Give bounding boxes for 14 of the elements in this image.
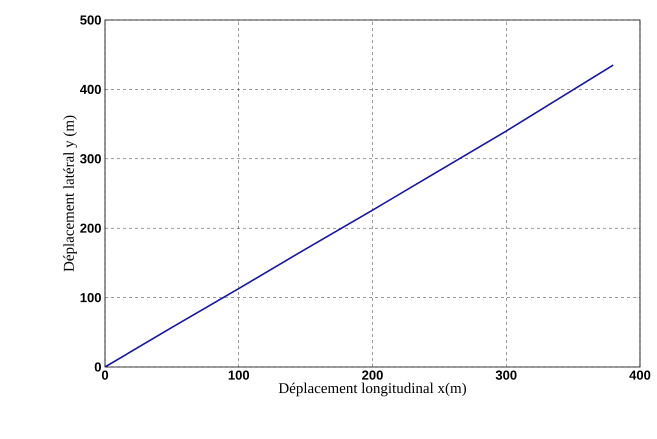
y-tick-label: 400	[80, 84, 101, 94]
y-tick-label: 300	[80, 154, 101, 164]
x-axis-title: Déplacement longitudinal x(m)	[278, 382, 466, 396]
y-tick-label: 500	[80, 15, 101, 25]
y-tick-label: 0	[94, 362, 101, 372]
x-tick-label: 400	[629, 370, 650, 380]
x-tick-label: 0	[102, 370, 108, 380]
x-tick-label: 100	[228, 370, 250, 380]
x-tick-label: 300	[496, 370, 517, 380]
y-tick-label: 100	[80, 292, 101, 302]
line-series	[105, 64, 614, 367]
y-tick-label: 200	[80, 224, 101, 233]
y-axis-title: Déplacement latéral y (m)	[63, 116, 77, 272]
x-tick-label: 200	[362, 370, 383, 380]
